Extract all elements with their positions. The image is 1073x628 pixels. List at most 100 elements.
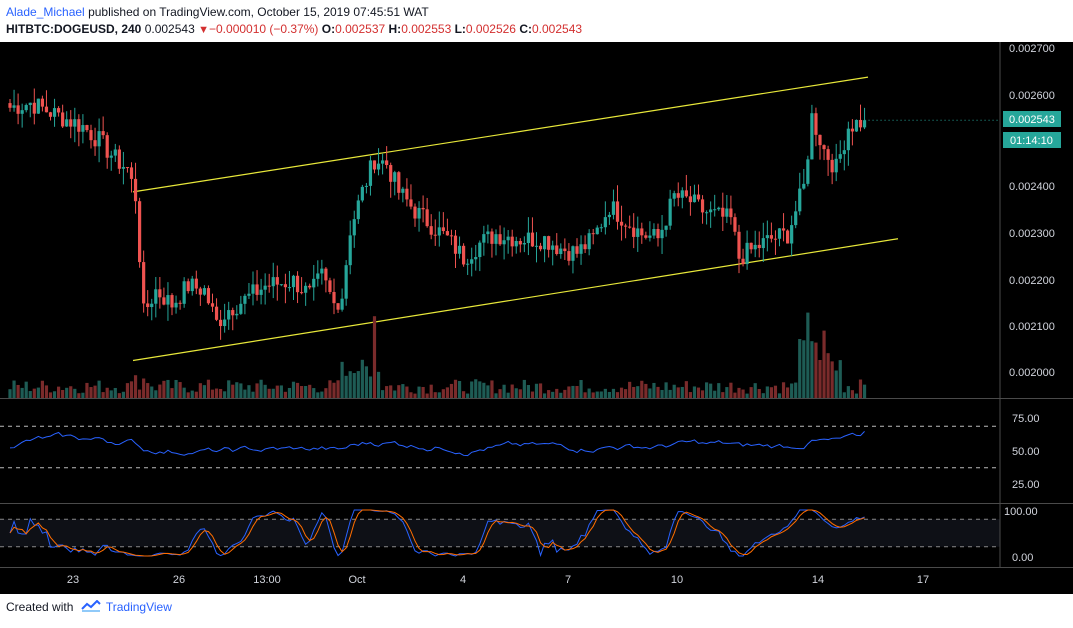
- volume-bar: [445, 387, 449, 399]
- candle: [781, 228, 786, 231]
- candle: [243, 295, 247, 304]
- volume-bar: [737, 387, 741, 399]
- candle: [696, 194, 701, 200]
- volume-bar: [223, 391, 227, 399]
- rsi-pane[interactable]: [0, 425, 1000, 469]
- candle: [607, 214, 611, 218]
- volume-bar: [786, 387, 790, 399]
- candle: [24, 105, 28, 111]
- candle: [340, 298, 344, 310]
- candle: [433, 234, 437, 236]
- volume-bar: [117, 393, 121, 399]
- volume-bar: [397, 385, 401, 399]
- volume-bar: [255, 383, 259, 399]
- volume-bar: [745, 393, 749, 399]
- volume-bar: [328, 380, 332, 399]
- volume-bar: [52, 391, 57, 399]
- volume-bar: [696, 387, 701, 399]
- candle: [737, 231, 741, 259]
- volume-bar: [579, 380, 583, 399]
- volume-bar: [413, 393, 417, 399]
- candle: [543, 236, 547, 250]
- volume-bar: [69, 386, 73, 399]
- candle: [798, 188, 802, 212]
- volume-bar: [316, 392, 320, 399]
- candle: [684, 190, 688, 197]
- price-change: −0.000010 (−0.37%): [209, 22, 319, 36]
- candle: [611, 201, 616, 215]
- volume-bar: [753, 383, 757, 399]
- tradingview-link[interactable]: TradingView: [105, 600, 172, 614]
- candle: [745, 242, 749, 265]
- candle: [89, 130, 93, 141]
- volume-bar: [133, 375, 138, 399]
- candle: [275, 277, 279, 285]
- candle: [36, 98, 40, 114]
- candle: [470, 259, 474, 264]
- candle: [166, 295, 170, 305]
- candle: [814, 113, 818, 135]
- volume-bar: [709, 383, 713, 399]
- volume-bar: [449, 383, 454, 399]
- volume-bar: [101, 392, 105, 399]
- symbol-line: HITBTC:DOGEUSD, 240 0.002543 ▼−0.000010 …: [6, 22, 582, 36]
- volume-bar: [802, 340, 806, 399]
- candle: [206, 288, 211, 304]
- rsi-tick-label: 75.00: [1012, 413, 1040, 425]
- candle: [190, 278, 194, 292]
- candle: [773, 238, 778, 240]
- volume-bar: [692, 386, 697, 399]
- candle: [61, 112, 65, 127]
- volume-bar: [518, 389, 522, 399]
- volume-bar: [417, 386, 421, 399]
- author-link[interactable]: Alade_Michael: [6, 5, 85, 19]
- candle: [652, 229, 656, 236]
- candle: [729, 208, 733, 218]
- stochastic-pane[interactable]: [0, 509, 1000, 558]
- volume-bar: [441, 389, 445, 399]
- time-tick-label: 17: [917, 574, 929, 586]
- volume-bar: [684, 381, 688, 399]
- volume-bar: [640, 380, 644, 399]
- volume-bar: [806, 312, 810, 399]
- candle: [413, 206, 417, 219]
- volume-bar: [769, 387, 773, 399]
- price-pane[interactable]: [8, 76, 1000, 399]
- candle: [445, 231, 449, 236]
- candle: [571, 246, 575, 261]
- candle: [324, 268, 328, 281]
- volume-bar: [28, 391, 32, 399]
- volume-bar: [142, 378, 146, 399]
- price-tick-label: 0.002000: [1009, 367, 1055, 379]
- candle: [8, 103, 12, 108]
- volume-bar: [389, 385, 393, 399]
- volume-bar: [721, 392, 725, 399]
- candle: [640, 228, 644, 236]
- candle: [239, 303, 243, 314]
- down-arrow-icon: ▼: [198, 24, 209, 36]
- candle: [494, 234, 498, 244]
- stoch-tick-label: 0.00: [1012, 552, 1033, 564]
- candle: [385, 160, 389, 166]
- candle: [559, 248, 563, 255]
- volume-bar: [267, 388, 271, 399]
- candle: [822, 145, 826, 150]
- candle: [619, 221, 624, 226]
- candle: [794, 211, 798, 226]
- volume-bar: [20, 387, 24, 399]
- open-value: 0.002537: [335, 22, 386, 36]
- candle: [425, 209, 429, 227]
- chart-header: Alade_Michael published on TradingView.c…: [0, 0, 1073, 42]
- time-tick-label: 10: [671, 574, 683, 586]
- volume-bar: [16, 384, 20, 399]
- candle: [389, 165, 393, 182]
- candle: [291, 275, 296, 288]
- candle: [182, 281, 186, 304]
- rsi-tick-label: 25.00: [1012, 479, 1040, 491]
- volume-bar: [113, 387, 117, 399]
- chart-canvas[interactable]: 0.002700 0.002600 0.002400 0.002300 0.00…: [0, 42, 1073, 594]
- candle: [170, 295, 174, 308]
- symbol-name[interactable]: HITBTC:DOGEUSD, 240: [6, 22, 142, 36]
- volume-bar: [538, 383, 543, 399]
- candle: [93, 140, 97, 147]
